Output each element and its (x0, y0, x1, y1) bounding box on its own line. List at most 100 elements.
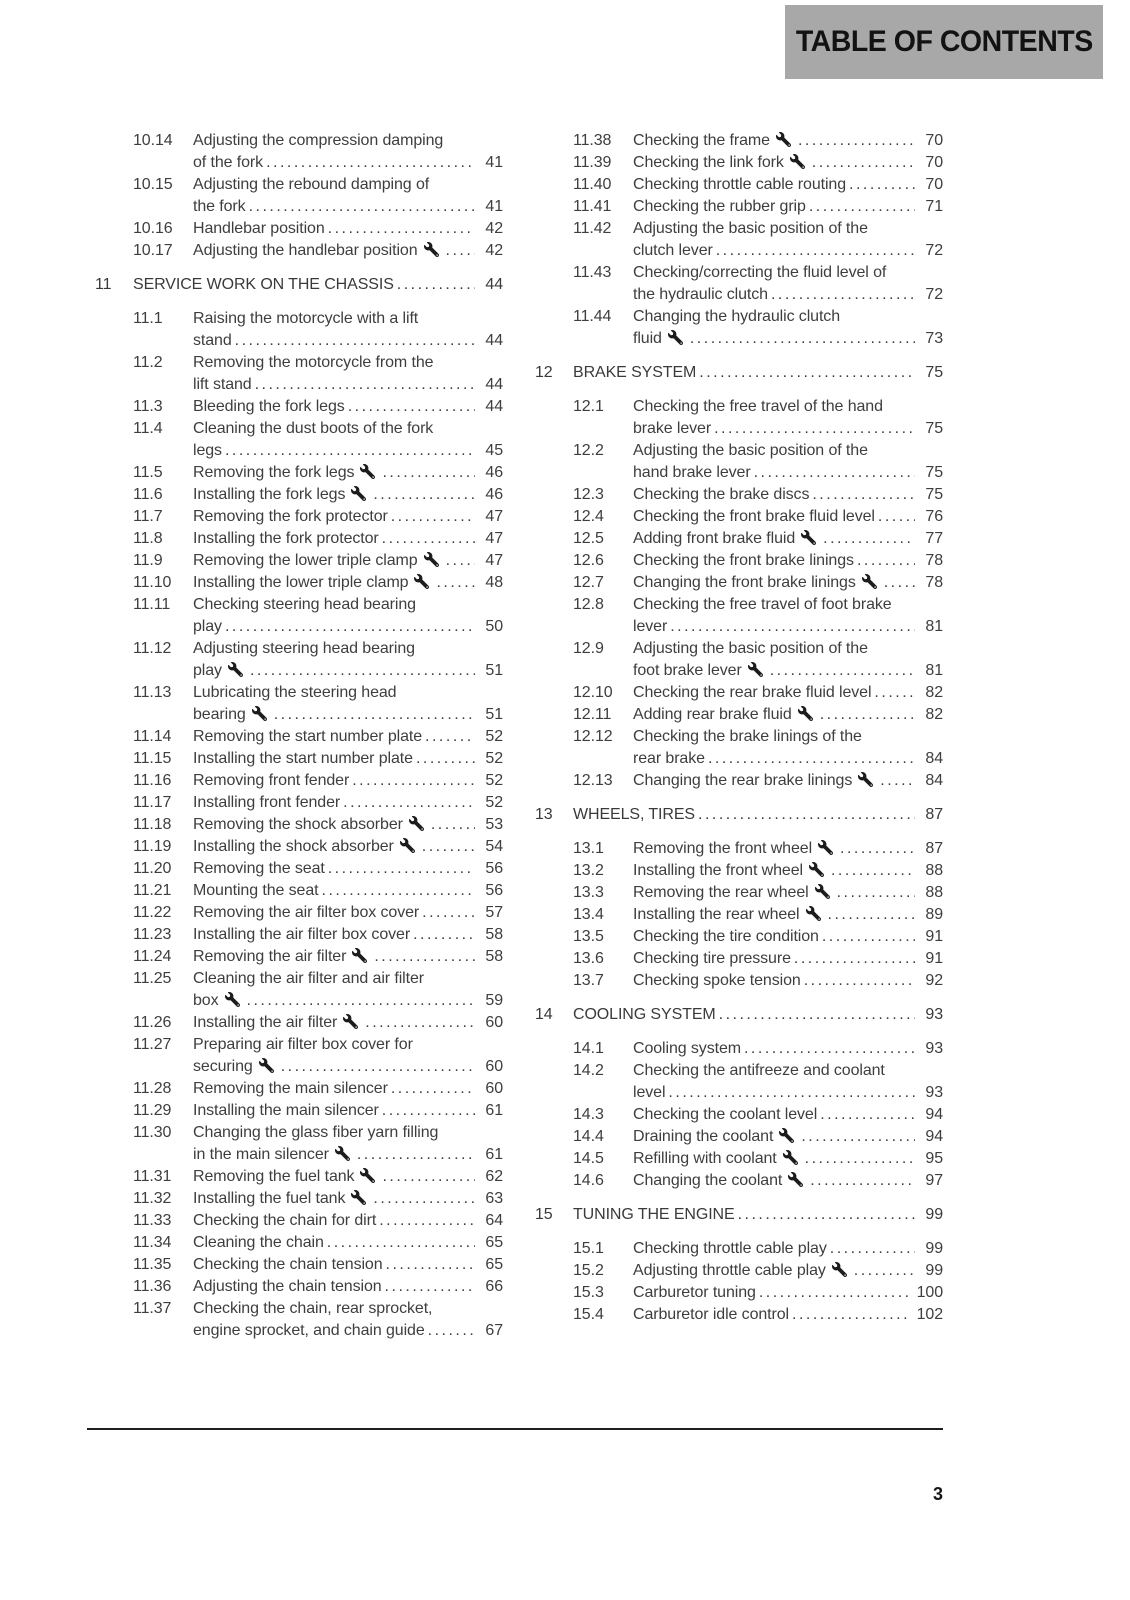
entry-number: 15.3 (573, 1284, 604, 1301)
entry-page-number: 65 (485, 1234, 503, 1251)
dot-leader (225, 440, 475, 462)
entry-text: Removing the seat 56 (193, 858, 503, 880)
entry-last-line: in the main silencer 61 (193, 1144, 503, 1166)
entry-page-number: 91 (925, 950, 943, 967)
dot-leader (698, 804, 915, 826)
entry-number: 11.35 (133, 1256, 172, 1273)
toc-entry: 12.10 Checking the rear brake fluid level… (573, 682, 943, 704)
section-line: BRAKE SYSTEM 75 (573, 362, 943, 384)
entry-last-line: Installing the main silencer 61 (193, 1100, 503, 1122)
entry-text: Installing the fork legs 46 (193, 484, 503, 506)
entry-number: 12.4 (573, 508, 604, 525)
wrench-icon (414, 574, 430, 589)
entry-last-line: Adding rear brake fluid 82 (633, 704, 943, 726)
toc-entry: 11.39 Checking the link fork 70 (573, 152, 943, 174)
entry-text: Cleaning the dust boots of the fork legs 4… (193, 418, 503, 462)
entry-text: Removing the fuel tank 62 (193, 1166, 503, 1188)
dot-leader (812, 152, 915, 174)
entry-title: Adjusting the chain tension (193, 1278, 382, 1295)
toc-entry: 15.1 Checking throttle cable play 99 (573, 1238, 943, 1260)
entry-text: Adding front brake fluid 77 (633, 528, 943, 550)
entry-text: Checking tire pressure 91 (633, 948, 943, 970)
dot-leader (379, 1210, 475, 1232)
entry-title: Removing the lower triple clamp (193, 552, 418, 569)
toc-entry: 15.2 Adjusting throttle cable play 99 (573, 1260, 943, 1282)
entry-number: 11.31 (133, 1168, 172, 1185)
entry-page-number: 82 (925, 706, 943, 723)
entry-page-number: 92 (925, 972, 943, 989)
dot-leader (385, 1276, 475, 1298)
section-title: SERVICE WORK ON THE CHASSIS (133, 276, 394, 293)
entry-title: Changing the rear brake linings (633, 772, 853, 789)
entry-title: bearing (193, 706, 246, 723)
entry-page-number: 67 (485, 1322, 503, 1339)
entry-number: 11.36 (133, 1278, 172, 1295)
entry-text: Installing the fuel tank 63 (193, 1188, 503, 1210)
dot-leader (738, 1204, 915, 1226)
entry-last-line: play 50 (193, 616, 503, 638)
entry-title: lift stand (193, 376, 252, 393)
dot-leader (854, 1260, 915, 1282)
entry-title: Installing the air filter (193, 1014, 338, 1031)
toc-entry: 15.4 Carburetor idle control 102 (573, 1304, 943, 1326)
toc-entry: 11.11 Checking steering head bearing play 5… (133, 594, 503, 638)
entry-page-number: 84 (925, 772, 943, 789)
entry-title: engine sprocket, and chain guide (193, 1322, 425, 1339)
entry-text: Checking the brake linings of the rear br… (633, 726, 943, 770)
entry-text: Bleeding the fork legs 44 (193, 396, 503, 418)
entry-page-number: 48 (485, 574, 503, 591)
dot-leader (382, 462, 475, 484)
toc-entry: 11.26 Installing the air filter 60 (133, 1012, 503, 1034)
entry-title: Mounting the seat (193, 882, 319, 899)
entry-number: 11.44 (573, 308, 612, 325)
dot-leader (759, 1282, 911, 1304)
toc-entry: 12.11 Adding rear brake fluid 82 (573, 704, 943, 726)
entry-title: Checking throttle cable routing (633, 176, 847, 193)
toc-section: 12 BRAKE SYSTEM 75 (535, 362, 943, 384)
entry-text: Removing the lower triple clamp 47 (193, 550, 503, 572)
toc-entry: 11.19 Installing the shock absorber 54 (133, 836, 503, 858)
entry-title: Installing the front wheel (633, 862, 803, 879)
entry-last-line: Mounting the seat 56 (193, 880, 503, 902)
entry-text: Checking the front brake linings 78 (633, 550, 943, 572)
section-line: TUNING THE ENGINE 99 (573, 1204, 943, 1226)
entry-last-line: Carburetor idle control 102 (633, 1304, 943, 1326)
wrench-icon (789, 154, 805, 169)
entry-title: Installing the main silencer (193, 1102, 379, 1119)
entry-title: Removing the fuel tank (193, 1168, 355, 1185)
dot-leader (386, 1254, 475, 1276)
entry-page-number: 47 (485, 508, 503, 525)
entry-number: 11.30 (133, 1124, 172, 1141)
dot-leader (247, 990, 476, 1012)
dot-leader (374, 946, 475, 968)
entry-title-line: Adjusting the compression damping (193, 132, 444, 149)
dot-leader (708, 748, 915, 770)
entry-title-line: Adjusting the basic position of the (633, 442, 868, 459)
wrench-icon (858, 772, 874, 787)
toc-entry: 14.5 Refilling with coolant 95 (573, 1148, 943, 1170)
entry-number: 11.32 (133, 1190, 172, 1207)
entry-text: Changing the rear brake linings 84 (633, 770, 943, 792)
entry-last-line: Removing the rear wheel 88 (633, 882, 943, 904)
entry-page-number: 41 (485, 154, 503, 171)
entry-title: Checking tire pressure (633, 950, 791, 967)
wrench-icon (814, 884, 830, 899)
entry-number: 11.40 (573, 176, 612, 193)
entry-title: Installing the fork legs (193, 486, 346, 503)
entry-page-number: 41 (485, 198, 503, 215)
entry-page-number: 42 (485, 242, 503, 259)
dot-leader (373, 484, 475, 506)
toc-entry: 12.4 Checking the front brake fluid level… (573, 506, 943, 528)
entry-page-number: 88 (925, 884, 943, 901)
entry-title: Installing the fork protector (193, 530, 379, 547)
entry-text: Installing the lower triple clamp 48 (193, 572, 503, 594)
dot-leader (812, 484, 915, 506)
dot-leader (840, 838, 915, 860)
entry-title: level (633, 1084, 666, 1101)
dot-leader (874, 682, 915, 704)
entry-last-line: Removing front fender 52 (193, 770, 503, 792)
dot-leader (328, 858, 475, 880)
entry-page-number: 70 (925, 154, 943, 171)
entry-number: 12.8 (573, 596, 604, 613)
entry-text: Removing the fork legs 46 (193, 462, 503, 484)
